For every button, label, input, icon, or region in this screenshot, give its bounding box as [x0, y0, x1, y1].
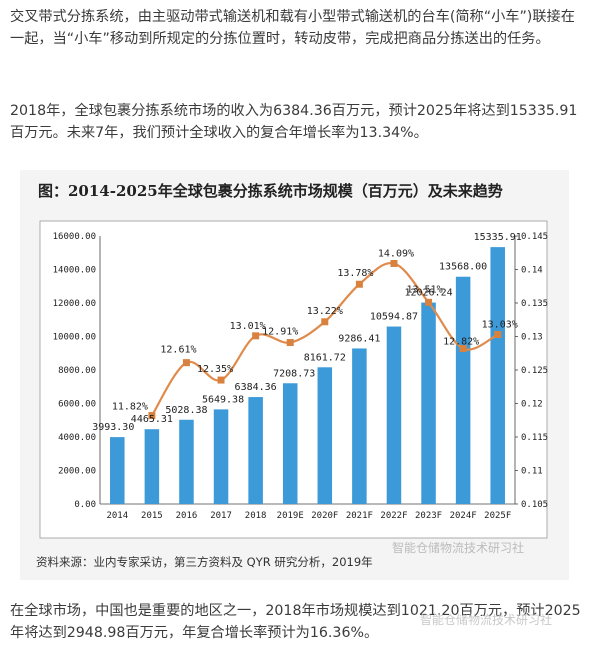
bar-value-label: 8161.72	[304, 352, 346, 363]
watermark-overlay: 智能仓储物流技术研习社	[420, 613, 553, 627]
bar	[317, 367, 333, 504]
growth-value-label: 14.09%	[378, 248, 414, 259]
bar	[213, 409, 229, 504]
growth-value-label: 11.82%	[112, 402, 148, 413]
bar-value-label: 15335.91	[474, 232, 522, 243]
bar-value-label: 12026.24	[404, 288, 452, 299]
left-axis-ticks: 0.00 2000.00 4000.00 6000.00 8000.00 10000.00…	[53, 232, 96, 510]
bar-value-label: 10594.87	[370, 312, 418, 323]
right-tick-label: 0.13	[521, 333, 543, 343]
bar	[110, 437, 125, 504]
bar-value-label: 7208.73	[273, 368, 315, 379]
x-tick-label: 2016	[176, 511, 198, 521]
chart-title: 图：2014-2025年全球包裹分拣系统市场规模（百万元）及未来趋势	[38, 182, 503, 200]
bar	[179, 419, 194, 504]
right-axis-ticks: 0.105 0.11 0.115 0.12 0.125 0.13 0.135 0.14 0.14…	[515, 232, 548, 510]
growth-marker	[494, 330, 502, 338]
left-tick-label: 8000.00	[58, 366, 96, 376]
right-tick-label: 0.135	[521, 299, 548, 309]
left-tick-label: 16000.00	[53, 232, 96, 242]
left-tick-label: 4000.00	[58, 433, 96, 443]
x-tick-label: 2025F	[484, 511, 511, 521]
x-tick-label: 2015	[141, 511, 163, 521]
x-tick-label: 2017	[210, 511, 232, 521]
left-tick-label: 12000.00	[53, 299, 96, 309]
growth-marker	[355, 280, 363, 288]
market-revenue-paragraph: 2018年，全球包裹分拣系统市场的收入为6384.36百万元，预计2025年将达…	[10, 103, 578, 141]
growth-value-label: 12.82%	[443, 337, 479, 348]
right-tick-label: 0.14	[521, 266, 543, 276]
bar	[282, 383, 298, 504]
bar-value-label: 3993.30	[92, 422, 134, 433]
bar	[352, 348, 367, 504]
growth-marker	[459, 345, 467, 353]
bar-value-label: 9286.41	[338, 333, 380, 344]
x-tick-label: 2020F	[311, 511, 338, 521]
bar	[248, 397, 263, 504]
right-tick-label: 0.145	[521, 232, 548, 242]
growth-marker	[217, 376, 225, 384]
growth-marker	[286, 339, 294, 347]
bar-series	[110, 247, 505, 504]
china-market-paragraph: 在全球市场，中国也是重要的地区之一，2018年市场规模达到1021.20百万元，…	[10, 603, 581, 641]
growth-value-label: 13.03%	[482, 319, 518, 330]
growth-value-label: 12.61%	[160, 345, 196, 356]
source-note: 资料来源：业内专家采访，第三方资料及 QYR 研究分析，2019年	[36, 555, 373, 569]
growth-value-label: 13.78%	[337, 268, 373, 279]
bar-value-label: 6384.36	[235, 382, 277, 393]
x-axis-tick-labels: 2014 2015 2016 2017 2018 2019E 2020F 2021F 2022F…	[106, 511, 511, 521]
right-tick-label: 0.115	[521, 433, 548, 443]
left-tick-label: 14000.00	[53, 266, 96, 276]
growth-marker	[252, 332, 260, 340]
watermark-text: 智能仓储物流技术研习社	[392, 540, 524, 555]
x-tick-label: 2021F	[346, 511, 373, 521]
bar-value-label: 5649.38	[202, 394, 244, 405]
x-tick-label: 2024F	[450, 511, 477, 521]
growth-marker	[148, 412, 156, 420]
growth-marker	[425, 298, 433, 306]
bar	[386, 326, 402, 504]
bar-value-label: 5028.38	[165, 405, 207, 416]
bar-value-label: 13568.00	[439, 262, 487, 273]
left-tick-label: 0.00	[74, 500, 96, 510]
right-tick-label: 0.125	[521, 366, 548, 376]
bar	[421, 302, 436, 504]
left-tick-label: 6000.00	[58, 400, 96, 410]
growth-rate-series	[148, 259, 502, 420]
growth-marker	[321, 318, 329, 326]
right-tick-label: 0.11	[521, 467, 543, 477]
x-tick-label: 2018	[245, 511, 267, 521]
bar	[455, 276, 471, 504]
bar	[144, 429, 160, 504]
growth-marker	[390, 259, 398, 267]
market-size-chart: 图：2014-2025年全球包裹分拣系统市场规模（百万元）及未来趋势 0.00 2…	[20, 170, 569, 580]
growth-value-label: 12.35%	[197, 364, 233, 375]
x-tick-label: 2023F	[415, 511, 442, 521]
x-tick-label: 2022F	[380, 511, 407, 521]
left-tick-label: 2000.00	[58, 467, 96, 477]
intro-paragraph: 交叉带式分拣系统，由主驱动带式输送机和载有小型带式输送机的台车(简称“小车”)联…	[10, 9, 575, 47]
growth-value-label: 13.22%	[307, 306, 343, 317]
x-tick-label: 2014	[106, 511, 128, 521]
growth-value-label: 13.01%	[230, 321, 266, 332]
right-tick-label: 0.12	[521, 400, 543, 410]
x-tick-label: 2019E	[277, 511, 304, 521]
bar-value-label: 4465.31	[131, 414, 173, 425]
right-tick-label: 0.105	[521, 500, 548, 510]
growth-value-label: 12.91%	[262, 327, 298, 338]
growth-data-labels: 11.82% 12.61%12.35% 13.01%12.91% 13.22% 13.7…	[112, 248, 518, 412]
left-tick-label: 10000.00	[53, 333, 96, 343]
growth-marker	[182, 359, 190, 367]
bar	[490, 247, 505, 504]
growth-value-label: 13.51%	[406, 284, 442, 295]
